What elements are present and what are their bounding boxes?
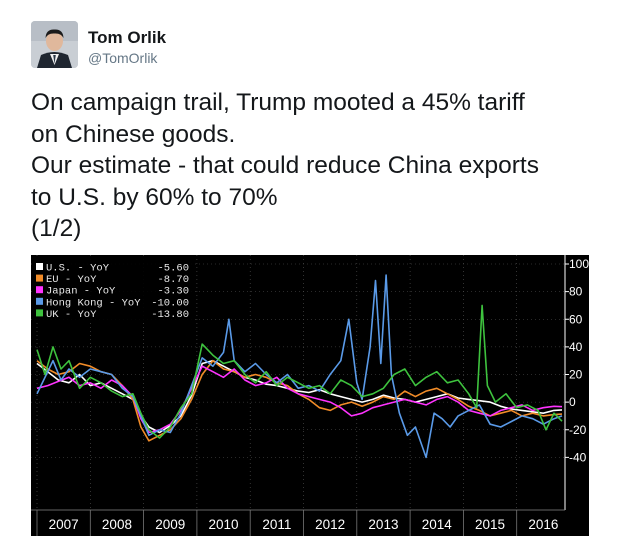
series-layer [36,274,563,459]
y-tick-label: 20 [569,368,583,382]
avatar[interactable] [31,21,78,68]
author-handle[interactable]: @TomOrlik [88,50,158,66]
series-line [36,365,563,434]
tweet-text-line: Our estimate - that could reduce China e… [31,152,539,179]
x-tick-label: 2015 [475,517,505,532]
series-line [36,304,563,439]
y-tick-label: 60 [569,312,583,326]
legend-box [33,258,193,323]
tweet-media-chart[interactable]: -40 -20 0 20 40 60 80 100 2007 2008 2009 2010 2011 20… [31,255,589,536]
x-tick-label: 2014 [422,517,453,532]
legend-value: -8.70 [157,274,189,286]
legend-label: UK - YoY [46,309,97,321]
tweet-text-line: on Chinese goods. [31,120,236,148]
legend-label: Hong Kong - YoY [46,297,141,309]
legend-swatch [36,286,43,294]
tweet-text: On campaign trail, Trump mooted a 45% ta… [31,87,611,245]
axis-layer: -40 -20 0 20 40 60 80 100 2007 2008 2009 2010 2011 20… [31,255,589,536]
legend-label: EU - YoY [46,274,97,286]
y-tick-label: 80 [569,285,583,299]
tweet-text-line: to U.S. by 60% to 70% [31,183,278,211]
tweet-text-line: On campaign trail, Trump mooted a 45% ta… [31,89,525,116]
legend-value: -5.60 [157,263,189,275]
y-tick-label: 40 [569,340,583,354]
legend-value: -13.80 [151,309,189,321]
legend-label: U.S. - YoY [46,263,110,275]
author-name[interactable]: Tom Orlik [88,28,167,47]
legend-swatch [36,263,43,270]
legend-value: -10.00 [151,297,189,309]
legend-value: -3.30 [157,286,189,298]
avatar-portrait-icon [31,21,78,68]
x-axis-band [31,510,589,536]
legend-swatch [36,274,43,282]
y-tick-label: 0 [569,395,576,409]
x-tick-label: 2013 [368,517,398,532]
y-tick-label: 100 [569,257,589,271]
x-tick-label: 2011 [262,517,291,532]
x-tick-label: 2016 [528,517,558,532]
y-tick-label: -20 [569,423,587,437]
legend: U.S. - YoY -5.60 EU - YoY -8.70 Japan - YoY -… [33,258,193,323]
x-tick-label: 2012 [315,517,345,532]
legend-label: Japan - YoY [46,286,116,298]
x-tick-label: 2010 [209,517,239,532]
x-tick-label: 2009 [155,517,185,532]
y-tick-label: -40 [569,450,587,464]
legend-swatch [36,297,43,305]
x-tick-label: 2008 [102,517,132,532]
tweet-text-line: (1/2) [31,215,82,242]
line-chart: -40 -20 0 20 40 60 80 100 2007 2008 2009 2010 2011 20… [31,255,589,536]
x-tick-label: 2007 [49,517,79,532]
series-line [36,274,563,459]
legend-swatch [36,309,43,317]
